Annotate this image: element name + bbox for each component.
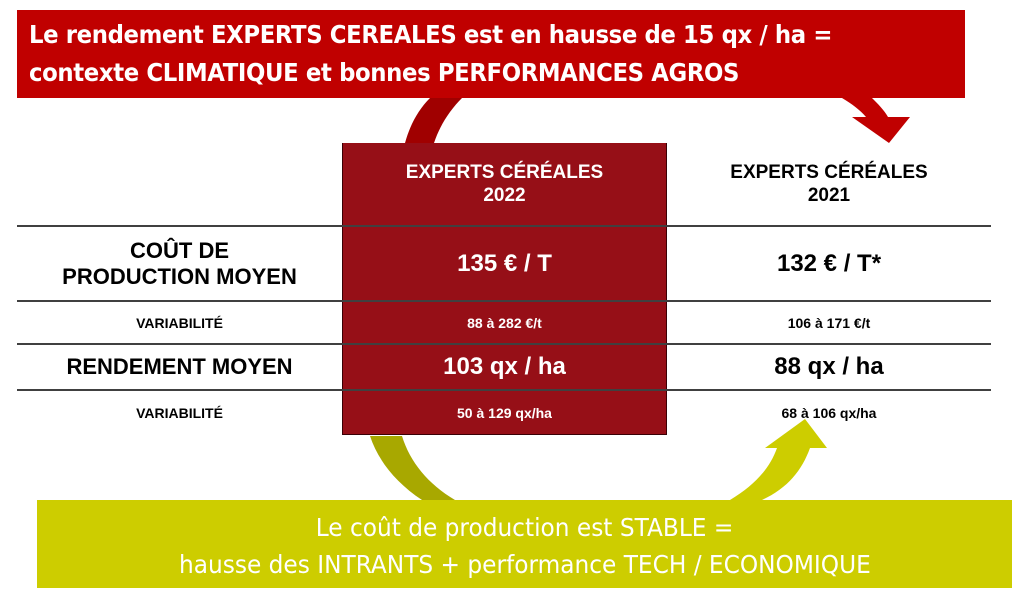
value-variabilite-rendement-2021: 68 à 106 qx/ha bbox=[781, 405, 877, 421]
column-header-2021: EXPERTS CÉRÉALES 2021 bbox=[667, 143, 991, 225]
value-rendement-2021: 88 qx / ha bbox=[774, 353, 884, 380]
value-variabilite-rendement-2022: 50 à 129 qx/ha bbox=[457, 405, 552, 421]
value-variabilite-cout-2021: 106 à 171 €/t bbox=[787, 314, 871, 331]
highlight-column-2022 bbox=[342, 143, 667, 435]
column-header-year: 2021 bbox=[807, 185, 851, 206]
bottom-callout-banner: Le coût de production est STABLE = hauss… bbox=[37, 500, 1012, 588]
top-callout-line1: Le rendement EXPERTS CEREALES est en hau… bbox=[29, 20, 833, 49]
value-rendement-2022: 103 qx / ha bbox=[443, 353, 566, 380]
bottom-callout-line1: Le coût de production est STABLE = bbox=[315, 513, 734, 542]
row-label-variabilite-rendement: VARIABILITÉ bbox=[136, 405, 223, 421]
row-divider bbox=[17, 300, 991, 302]
top-callout-banner: Le rendement EXPERTS CEREALES est en hau… bbox=[17, 10, 965, 98]
row-label-rendement: RENDEMENT MOYEN bbox=[66, 354, 293, 379]
column-header-title: EXPERTS CÉRÉALES bbox=[405, 162, 604, 183]
column-header-title: EXPERTS CÉRÉALES bbox=[730, 162, 928, 183]
top-callout-line2: contexte CLIMATIQUE et bonnes PERFORMANC… bbox=[29, 58, 740, 87]
row-label-line1: COÛT DE bbox=[130, 237, 229, 263]
row-divider bbox=[17, 389, 991, 391]
red-arrow-down-icon bbox=[842, 98, 910, 143]
comparison-table: EXPERTS CÉRÉALES 2022 EXPERTS CÉRÉALES 2… bbox=[17, 143, 991, 436]
row-divider bbox=[17, 343, 991, 345]
olive-arc-tail bbox=[370, 436, 455, 500]
row-label-line2: PRODUCTION MOYEN bbox=[62, 263, 297, 289]
row-divider bbox=[17, 225, 991, 227]
value-variabilite-cout-2022: 88 à 282 €/t bbox=[467, 314, 542, 331]
value-cout-2022: 135 € / T bbox=[457, 249, 552, 277]
column-header-2022: EXPERTS CÉRÉALES 2022 bbox=[342, 143, 667, 225]
red-arc-tail bbox=[405, 98, 462, 143]
column-header-year: 2022 bbox=[483, 185, 526, 206]
yellow-arrow-up-icon bbox=[730, 419, 827, 500]
value-cout-2021: 132 € / T* bbox=[776, 249, 882, 277]
bottom-callout-line2: hausse des INTRANTS + performance TECH /… bbox=[178, 550, 871, 579]
row-label-cout-production: COÛT DE PRODUCTION MOYEN bbox=[17, 227, 342, 300]
row-label-variabilite-cout: VARIABILITÉ bbox=[136, 314, 223, 331]
